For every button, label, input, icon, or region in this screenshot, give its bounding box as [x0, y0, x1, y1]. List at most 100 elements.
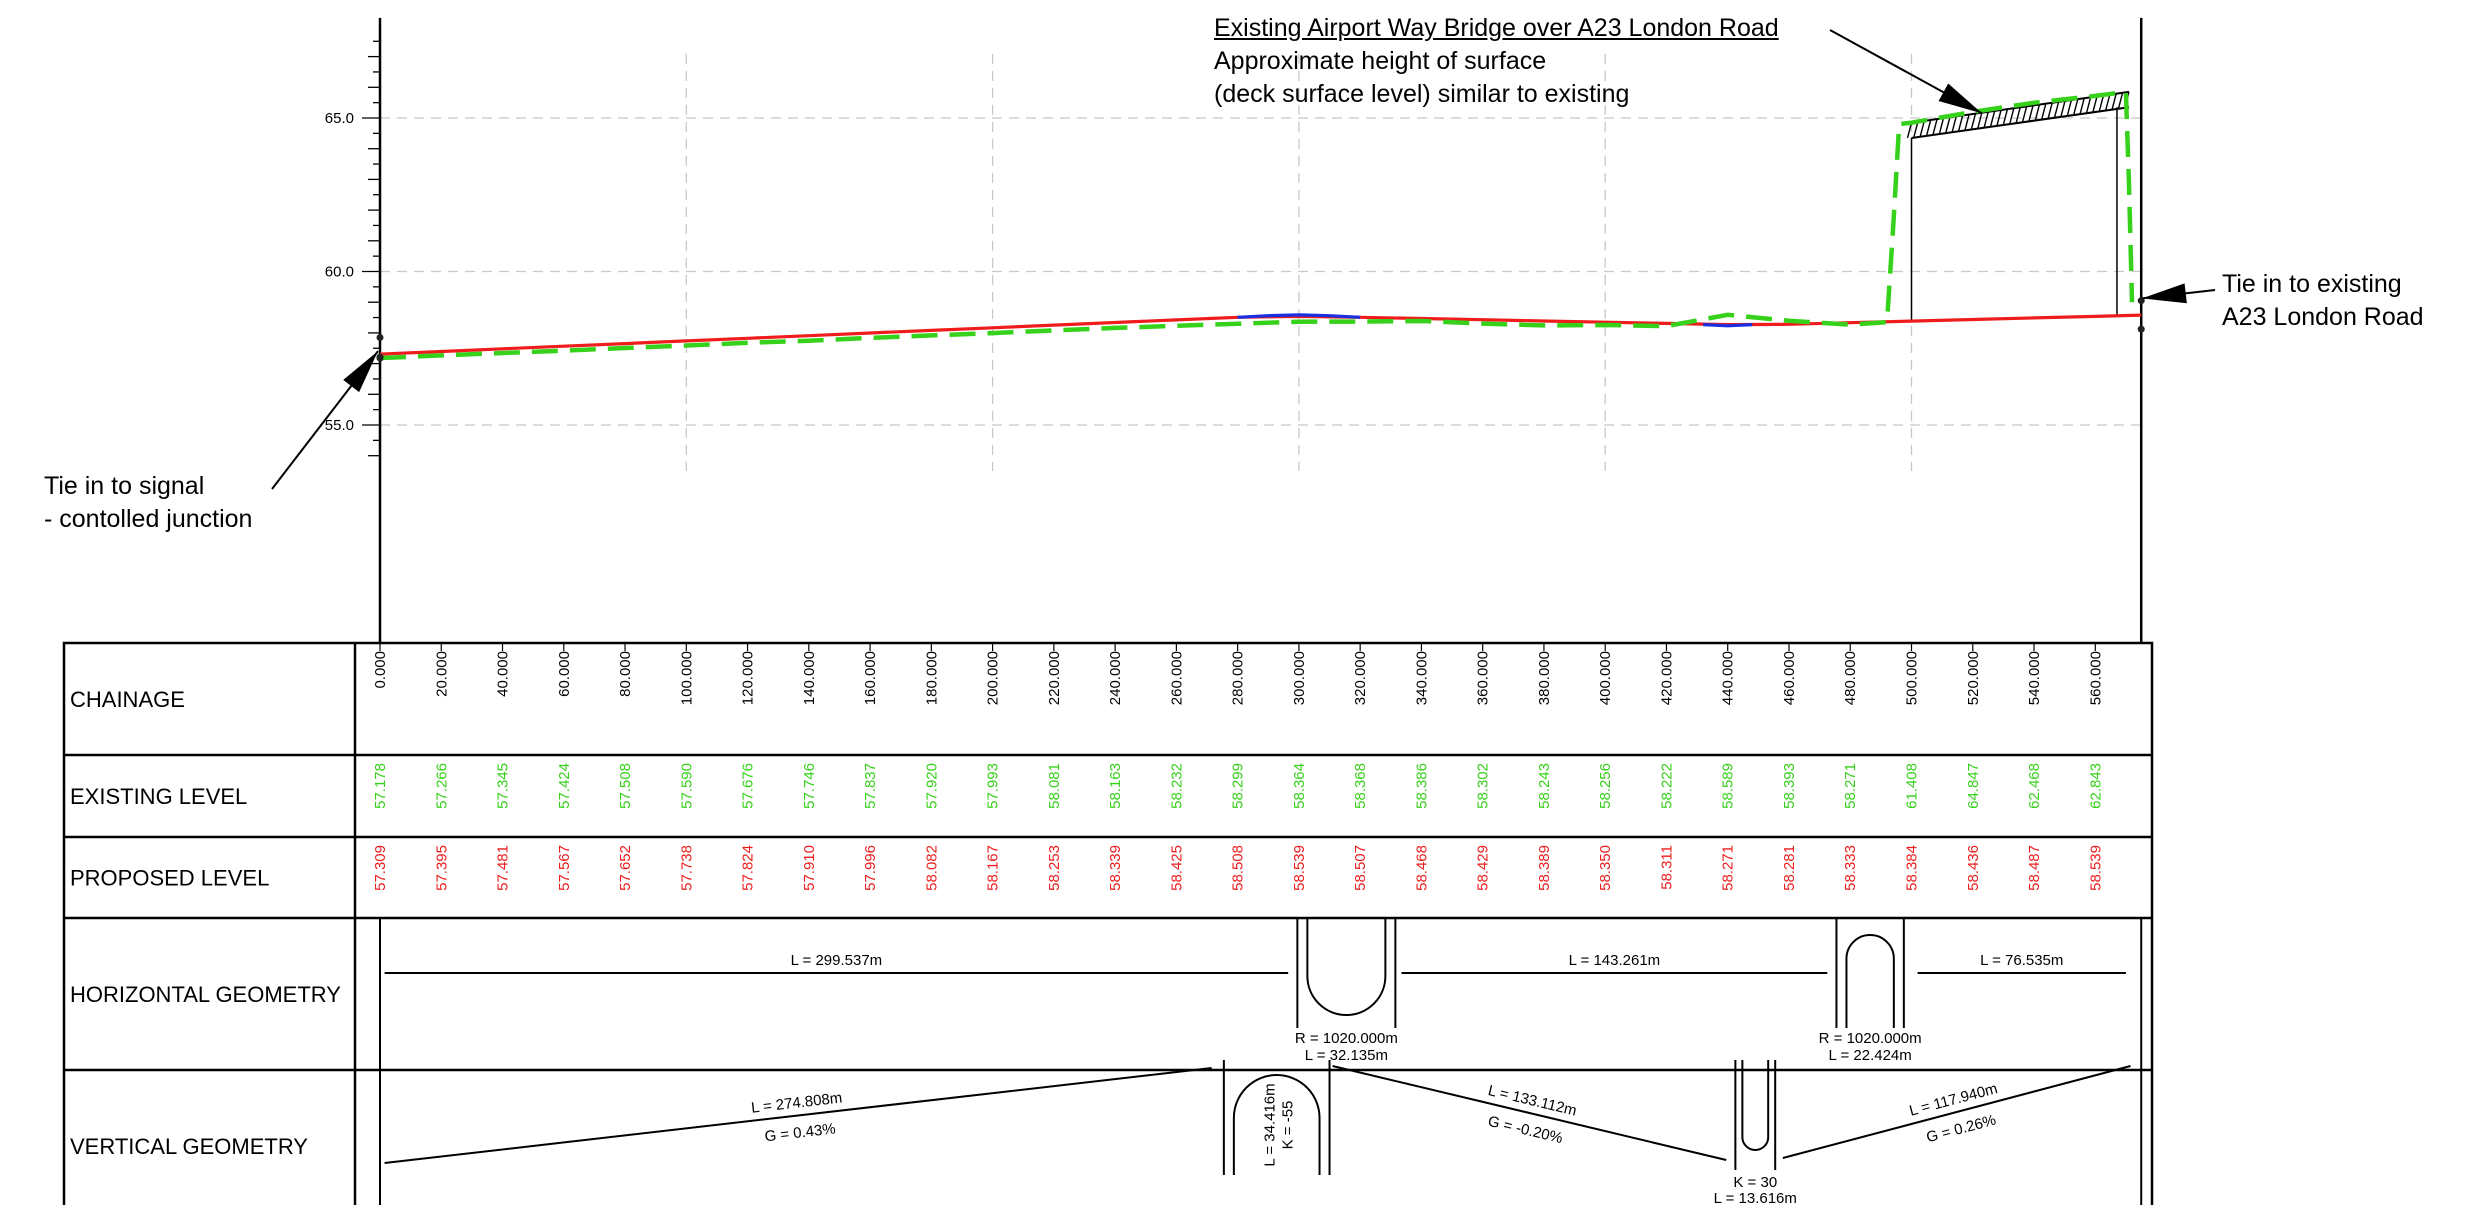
chainage-label: 260.000: [1168, 651, 1185, 705]
existing-level-value: 57.590: [678, 763, 695, 809]
existing-level-value: 57.424: [556, 763, 573, 809]
bridge-hatch: [1913, 121, 1919, 138]
hz-straight-label: L = 299.537m: [791, 952, 883, 969]
proposed-level-value: 58.271: [1720, 845, 1737, 891]
hz-straight-label: L = 143.261m: [1569, 952, 1661, 969]
vt-curve-arc: [1232, 1074, 1321, 1175]
vt-curve-k: K = 30: [1733, 1174, 1777, 1191]
existing-level-value: 62.468: [2026, 763, 2043, 809]
existing-level-value: 58.256: [1597, 763, 1614, 809]
proposed-level-value: 57.567: [556, 845, 573, 891]
tie-in-left-line2: - contolled junction: [44, 505, 253, 533]
existing-level-value: 58.368: [1352, 763, 1369, 809]
bridge-hatch: [1983, 111, 1989, 128]
chainage-label: 400.000: [1597, 651, 1614, 705]
bridge-hatch: [2021, 106, 2028, 122]
existing-level-value: 57.508: [617, 763, 634, 809]
proposed-level-value: 58.539: [2087, 845, 2104, 891]
bridge-hatch: [2041, 103, 2047, 120]
hz-curve-arc: [1306, 918, 1387, 1016]
chainage-label: 440.000: [1720, 651, 1737, 705]
existing-level-value: 58.222: [1658, 763, 1675, 809]
hz-curve-radius: R = 1020.000m: [1295, 1030, 1398, 1047]
bridge-hatch: [2015, 107, 2021, 123]
table-row-label: CHAINAGE: [70, 687, 185, 712]
existing-level-value: 57.178: [372, 763, 389, 809]
bridge-hatch: [1951, 116, 1957, 132]
proposed-level-value: 58.167: [985, 845, 1002, 891]
annotation-leaders: [271, 29, 2216, 490]
existing-level-value: 58.243: [1536, 763, 1553, 809]
proposed-level-value: 57.652: [617, 845, 634, 891]
chainage-label: 460.000: [1781, 651, 1798, 705]
proposed-level-value: 58.508: [1230, 845, 1247, 891]
chainage-label: 280.000: [1230, 651, 1247, 705]
tie-left-leader-head: [343, 351, 378, 393]
existing-level-value: 57.837: [862, 763, 879, 809]
proposed-level-value: 58.253: [1046, 845, 1063, 891]
table-row-label: HORIZONTAL GEOMETRY: [70, 982, 341, 1007]
tie-in-right-annotation: Tie in to existing A23 London Road: [2222, 268, 2424, 334]
proposed-level-value: 58.539: [1291, 845, 1308, 891]
y-tick-label: 55.0: [325, 417, 354, 434]
bridge-hatch: [1926, 119, 1932, 136]
bridge-annotation-title: Existing Airport Way Bridge over A23 Lon…: [1214, 14, 1779, 42]
chainage-label: 300.000: [1291, 651, 1308, 705]
table-row-label: EXISTING LEVEL: [70, 784, 247, 809]
bridge-hatch: [2073, 98, 2079, 115]
bridge-hatch: [1932, 118, 1938, 135]
section-end-marker: [2137, 325, 2145, 333]
chainage-label: 340.000: [1413, 651, 1430, 705]
profile-series-line: [379, 89, 2135, 361]
hz-curve-arc: [1845, 934, 1895, 1028]
proposed-level-value: 58.507: [1352, 845, 1369, 891]
chart-grid: [380, 53, 2142, 472]
vt-curve-k: K = -55: [1280, 1101, 1297, 1150]
bridge-hatch: [1964, 114, 1970, 131]
y-tick-label: 60.0: [325, 264, 354, 281]
chainage-label: 0.000: [372, 651, 389, 689]
bridge-hatch: [2047, 102, 2053, 119]
bridge-leader-head: [1938, 83, 1982, 114]
bridge-hatch: [1996, 109, 2002, 126]
tie-right-leader-head: [2142, 283, 2187, 304]
chainage-label: 60.000: [556, 651, 573, 697]
existing-level-value: 58.302: [1475, 763, 1492, 809]
hz-curve-length: L = 32.135m: [1305, 1047, 1388, 1064]
tie-in-right-line2: A23 London Road: [2222, 303, 2424, 331]
existing-level-value: 58.163: [1107, 763, 1124, 809]
tie-in-right-line1: Tie in to existing: [2222, 270, 2402, 298]
tie-in-left-line1: Tie in to signal: [44, 472, 205, 500]
bridge-hatch: [2105, 94, 2111, 111]
bridge-deck-soffit: [1911, 106, 2130, 139]
proposed-level-value: 58.333: [1842, 845, 1859, 891]
proposed-level-value: 58.350: [1597, 845, 1614, 891]
proposed-level-value: 58.339: [1107, 845, 1124, 891]
bridge-hatch: [1977, 112, 1983, 129]
existing-level-value: 58.081: [1046, 763, 1063, 809]
proposed-level-value: 57.481: [495, 845, 512, 891]
existing-level-value: 64.847: [1965, 763, 1982, 809]
vt-curve-arc: [1741, 1060, 1770, 1151]
proposed-level-value: 57.738: [678, 845, 695, 891]
existing-level-value: 58.271: [1842, 763, 1859, 809]
bridge-hatch: [1945, 117, 1951, 133]
chainage-label: 180.000: [923, 651, 940, 705]
vt-curve-length: L = 13.616m: [1714, 1190, 1797, 1205]
chainage-label: 500.000: [1904, 651, 1921, 705]
hz-curve-length: L = 22.424m: [1829, 1047, 1912, 1064]
chainage-label: 140.000: [801, 651, 818, 705]
proposed-level-value: 57.395: [433, 845, 450, 891]
bridge-hatch: [2111, 93, 2117, 110]
hz-straight-label: L = 76.535m: [1980, 952, 2063, 969]
bridge-hatch: [1919, 120, 1925, 137]
proposed-level-value: 58.487: [2026, 845, 2043, 891]
bridge-hatch: [2079, 98, 2085, 114]
proposed-level-value: 58.384: [1904, 845, 1921, 891]
table-row-label: VERTICAL GEOMETRY: [70, 1134, 308, 1159]
proposed-level-value: 58.389: [1536, 845, 1553, 891]
existing-level-value: 57.676: [740, 763, 757, 809]
bridge-deck: [1906, 90, 2130, 321]
profile-data-table: CHAINAGE EXISTING LEVEL PROPOSED LEVEL HORI…: [62, 641, 2154, 1205]
bridge-annotation: Existing Airport Way Bridge over A23 Lon…: [1214, 12, 1779, 111]
